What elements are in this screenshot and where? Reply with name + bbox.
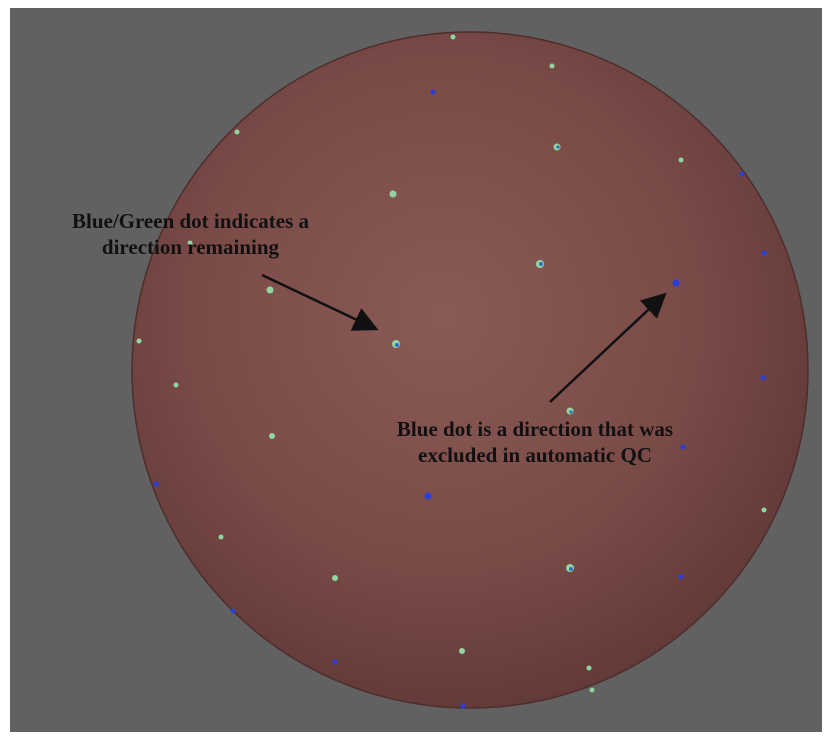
excluded-dot — [424, 492, 432, 500]
excluded-dot — [460, 703, 466, 709]
annotation-remaining-direction: Blue/Green dot indicates a direction rem… — [18, 208, 363, 260]
remaining-dot — [678, 157, 684, 163]
remaining-dot — [234, 129, 240, 135]
excluded-dot — [672, 279, 680, 287]
excluded-dots — [153, 89, 767, 709]
remaining-dot — [269, 433, 275, 439]
excluded-dot — [678, 574, 684, 580]
remaining-dot — [218, 534, 224, 540]
remaining-dot — [450, 34, 456, 40]
excluded-dot — [430, 89, 436, 95]
annotation-excluded-line1: Blue dot is a direction that was — [396, 417, 674, 441]
excluded-dot — [680, 444, 686, 450]
remaining-dot — [589, 687, 595, 693]
remaining-dot — [761, 507, 767, 513]
annotation-remaining-line2: direction remaining — [101, 235, 280, 259]
remaining-dot — [136, 338, 142, 344]
remaining-dot — [332, 575, 338, 581]
arrow-to-remaining-dot — [261, 273, 379, 331]
excluded-dot — [739, 171, 745, 177]
remaining-dot — [173, 382, 179, 388]
annotation-remaining-line1: Blue/Green dot indicates a — [71, 209, 310, 233]
remaining-dot — [187, 240, 193, 246]
remaining-dot — [586, 665, 592, 671]
excluded-dot — [153, 481, 159, 487]
remaining-dot-cores — [395, 145, 573, 571]
arrow-to-excluded-dot — [549, 292, 667, 403]
remaining-dot — [389, 190, 397, 198]
excluded-dot — [760, 375, 766, 381]
remaining-dot — [266, 286, 274, 294]
annotation-excluded-direction: Blue dot is a direction that was exclude… — [330, 416, 740, 468]
annotation-excluded-line2: excluded in automatic QC — [418, 443, 652, 467]
sphere — [131, 31, 809, 709]
excluded-dot — [332, 659, 338, 665]
remaining-dot — [459, 648, 465, 654]
remaining-dot — [549, 63, 555, 69]
excluded-dot — [761, 250, 767, 256]
excluded-dot — [230, 608, 236, 614]
